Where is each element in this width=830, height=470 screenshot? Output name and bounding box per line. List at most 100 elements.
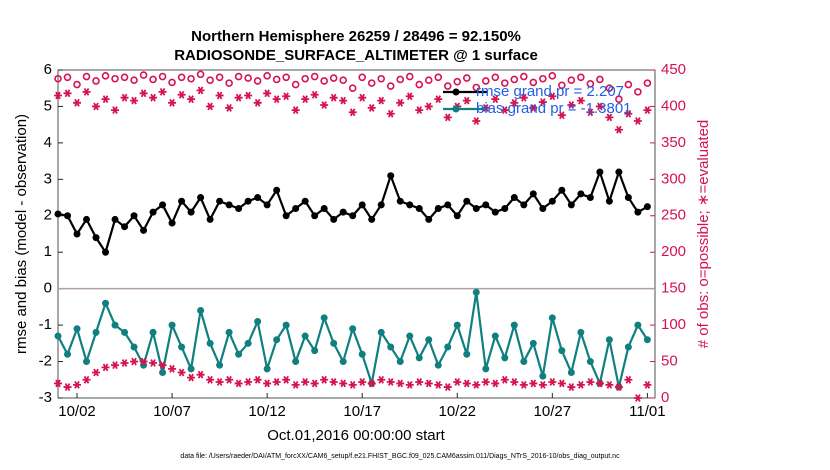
y-tick-label: 2 [44,207,52,224]
circle-marker [130,76,138,85]
circle-marker [111,74,119,83]
point-marker [605,197,613,205]
asterisk-marker [605,380,614,389]
point-marker [92,234,100,242]
asterisk-marker [358,378,367,386]
circle-marker [472,83,481,92]
circle-marker [386,82,395,90]
point-marker [548,314,556,322]
asterisk-marker [405,380,414,389]
circle-marker [520,72,528,81]
chart-subtitle: RADIOSONDE_SURFACE_ALTIMETER @ 1 surface [174,47,538,64]
point-marker [415,204,423,212]
asterisk-marker [139,357,148,366]
y-tick-label: 6 [44,61,52,78]
circle-marker [510,75,519,84]
point-marker [54,210,62,218]
circle-marker [548,72,557,80]
point-marker [567,201,575,209]
point-marker [320,314,328,322]
legend-label: bias grand pr = -1.3801 [476,100,632,117]
asterisk-marker [73,98,82,107]
asterisk-marker [491,95,500,104]
point-marker [643,203,651,211]
asterisk-marker [491,379,500,388]
asterisk-marker [605,113,614,122]
point-marker [501,204,509,212]
y-tick-label: 3 [44,170,52,187]
asterisk-marker [253,98,262,107]
asterisk-marker [424,379,433,388]
footnote: data file: /Users/raeder/DAI/ATM_forcXX/… [180,453,620,460]
point-marker [577,328,585,336]
y-tick-label: 4 [44,134,52,151]
circle-marker [320,77,328,85]
point-marker [472,288,480,296]
asterisk-marker [82,87,91,96]
point-marker [282,321,290,329]
asterisk-marker [396,379,405,388]
y2-tick-label: 350 [661,134,686,151]
circle-marker [301,74,309,83]
asterisk-marker [263,379,272,388]
asterisk-marker [234,93,243,102]
point-marker [168,321,176,329]
point-marker [339,358,347,366]
y-tick-label: -3 [39,389,52,406]
asterisk-marker [576,380,585,389]
asterisk-marker [215,378,224,386]
point-marker [586,358,594,366]
point-marker [491,332,499,340]
circle-marker [358,73,367,82]
asterisk-marker [586,378,595,386]
point-marker [634,208,642,216]
point-marker [539,372,547,380]
asterisk-marker [54,379,62,388]
point-marker [130,212,138,220]
y2-axis-label: # of obs: o=possible; ∗=evaluated [695,120,712,349]
asterisk-marker [111,361,120,370]
point-marker [463,197,471,205]
point-marker [206,339,214,347]
point-marker [425,215,433,223]
asterisk-marker [282,92,291,101]
x-tick-label: 10/27 [534,403,572,420]
y2-tick-label: 0 [661,389,669,406]
asterisk-marker [310,90,319,99]
circle-marker [567,76,576,85]
asterisk-marker [92,368,101,377]
asterisk-marker [263,89,272,98]
circle-marker [120,73,129,82]
circle-marker [491,73,500,82]
point-marker [282,212,290,220]
asterisk-marker [320,375,329,384]
point-marker [358,350,366,358]
asterisk-marker [557,379,566,388]
point-marker [453,321,461,329]
point-marker [558,347,566,355]
point-marker [501,354,509,362]
point-marker [64,212,72,220]
circle-marker [168,78,176,87]
asterisk-marker [282,375,291,384]
asterisk-marker [149,359,158,367]
asterisk-marker [130,357,139,366]
asterisk-marker [595,102,604,111]
asterisk-marker [168,98,177,107]
point-marker [539,204,547,212]
point-marker [377,328,385,336]
point-marker [102,299,110,307]
circle-marker [158,72,167,81]
point-marker [111,215,119,223]
asterisk-marker [120,93,129,102]
series-line [57,168,648,255]
y-axis-label: rmse and bias (model - observation) [13,114,30,354]
circle-marker [310,72,319,81]
y-tick-label: 5 [44,97,52,114]
circle-marker [54,74,62,83]
asterisk-marker [548,378,557,386]
point-marker [187,208,195,216]
point-marker [92,328,100,336]
point-marker [406,332,414,340]
asterisk-marker [130,96,139,105]
